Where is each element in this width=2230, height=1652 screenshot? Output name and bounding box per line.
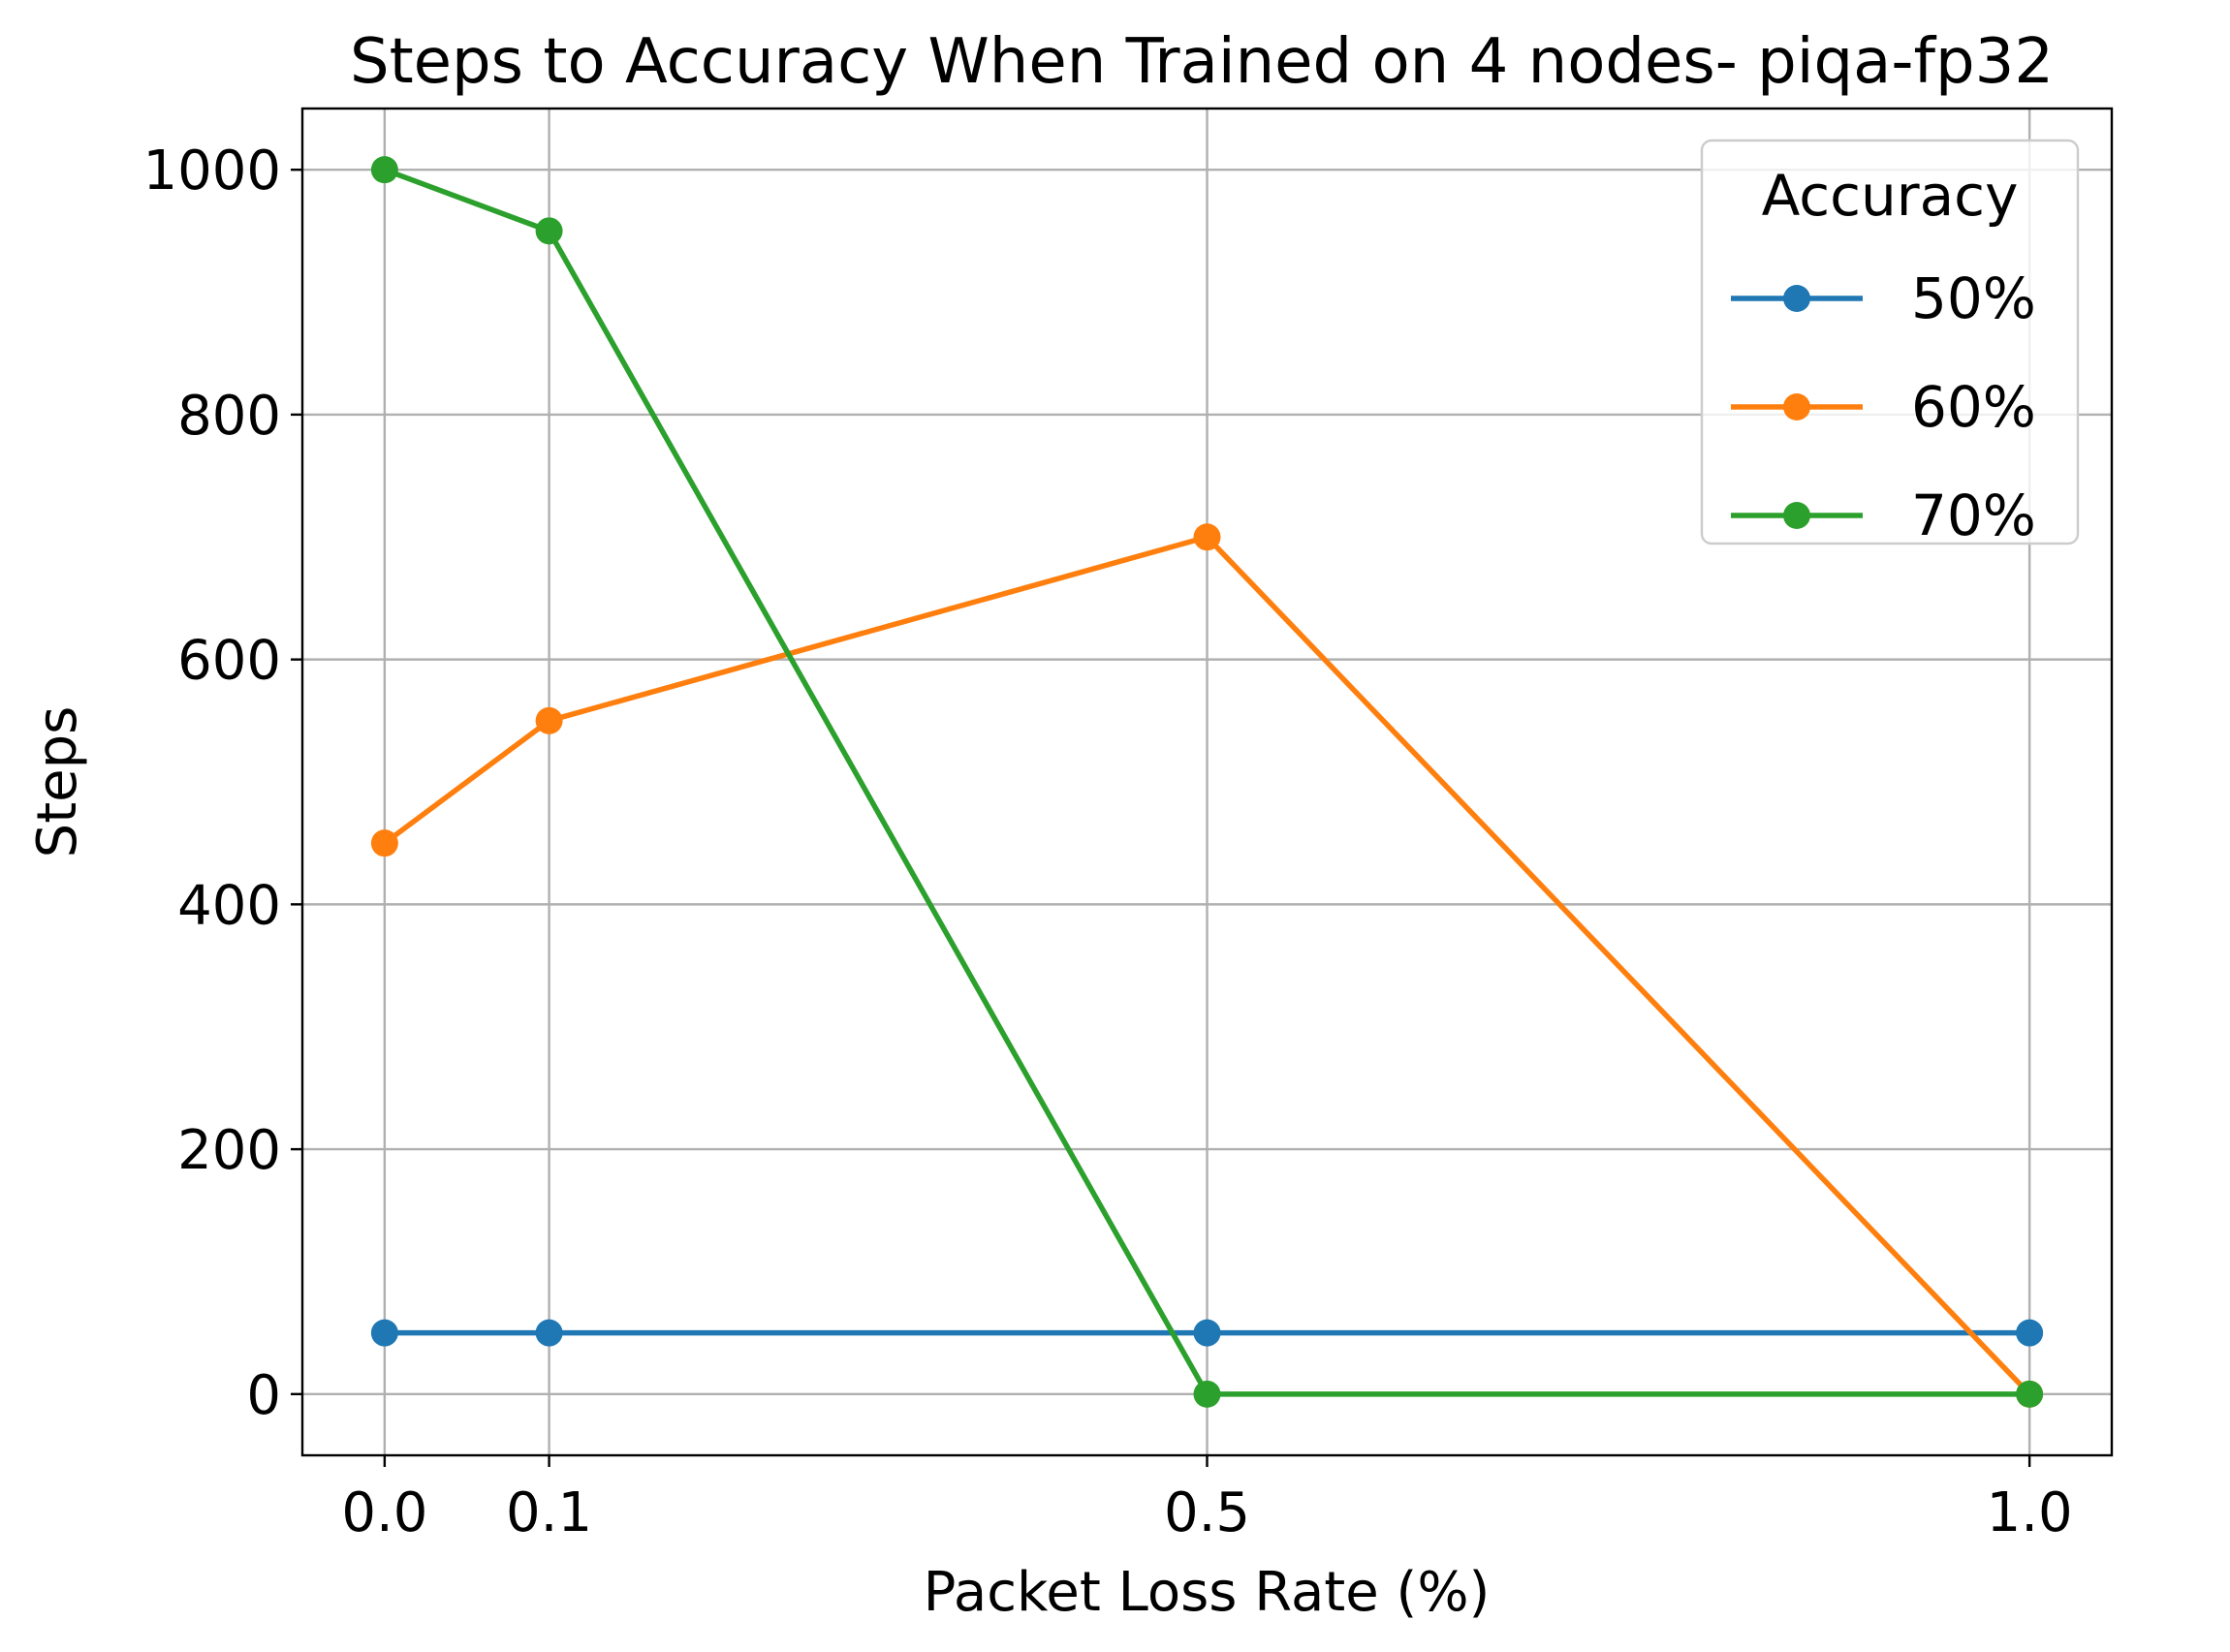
- x-tick-label: 1.0: [1987, 1481, 2073, 1544]
- x-axis-label: Packet Loss Rate (%): [924, 1561, 1491, 1624]
- legend-entry: 50%: [1731, 265, 2036, 331]
- legend-entries: 50% 60% 70%: [1731, 265, 2036, 548]
- legend-entry: 60%: [1731, 374, 2036, 440]
- x-tick-label: 0.1: [506, 1481, 592, 1544]
- legend-marker: [1783, 285, 1810, 312]
- data-point: [535, 706, 563, 734]
- data-point: [2016, 1319, 2044, 1347]
- data-point: [370, 829, 398, 857]
- data-point: [1193, 1319, 1221, 1347]
- series-0: [370, 1319, 2044, 1347]
- chart-title: Steps to Accuracy When Trained on 4 node…: [350, 26, 2054, 98]
- legend: Accuracy 50% 60% 70%: [1700, 139, 2080, 548]
- data-point: [370, 1319, 398, 1347]
- legend-label: 60%: [1911, 374, 2036, 440]
- x-tick-label: 0.5: [1164, 1481, 1250, 1544]
- legend-marker: [1783, 393, 1810, 421]
- y-tick-label: 1000: [142, 140, 281, 203]
- data-point: [535, 217, 563, 245]
- data-point: [1193, 523, 1221, 551]
- y-tick-label: 800: [177, 385, 281, 448]
- data-series: [370, 156, 2044, 1408]
- series-2: [370, 156, 2044, 1408]
- data-point: [370, 156, 398, 184]
- data-point: [2016, 1380, 2044, 1408]
- legend-entry: 70%: [1731, 483, 2036, 548]
- legend-title: Accuracy: [1762, 163, 2019, 229]
- data-point: [1193, 1380, 1221, 1408]
- y-tick-label: 200: [177, 1119, 281, 1182]
- legend-label: 50%: [1911, 265, 2036, 331]
- series-1: [370, 523, 2044, 1408]
- y-axis-label: Steps: [26, 706, 89, 858]
- legend-label: 70%: [1911, 483, 2036, 548]
- y-tick-label: 400: [177, 874, 281, 937]
- x-tick-label: 0.0: [341, 1481, 427, 1544]
- axis-ticks: 0.0 0.1 0.5 1.0 0 200 400 600 800 1000: [142, 140, 2072, 1544]
- legend-box: [1700, 139, 2080, 545]
- data-point: [535, 1319, 563, 1347]
- series-line: [381, 534, 2034, 1398]
- series-line: [381, 166, 2032, 1397]
- y-tick-label: 600: [177, 630, 281, 693]
- y-tick-label: 0: [246, 1364, 281, 1427]
- legend-marker: [1783, 502, 1810, 529]
